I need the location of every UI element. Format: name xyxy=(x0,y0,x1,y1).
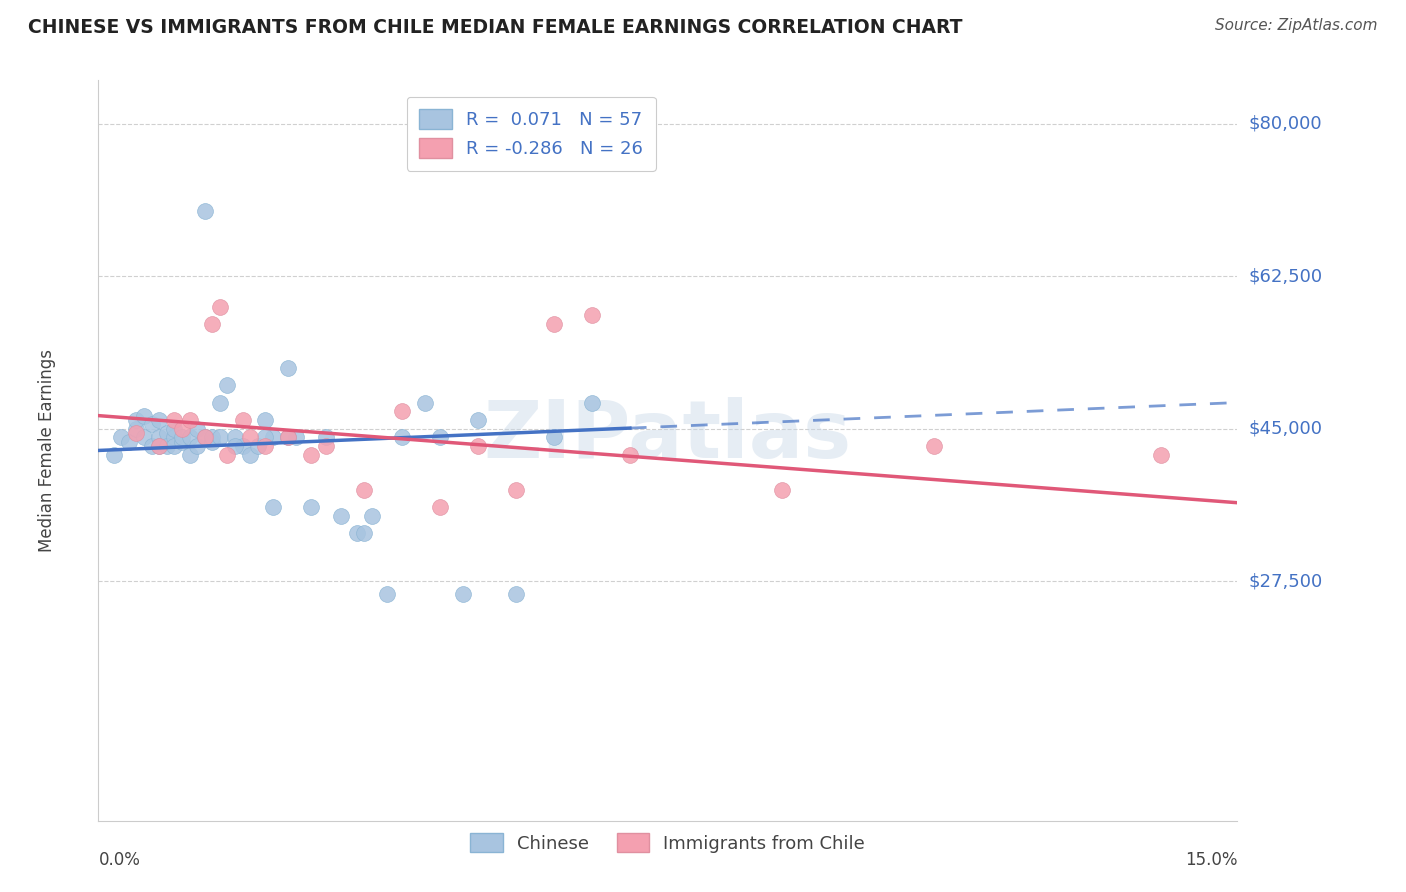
Point xyxy=(208,395,231,409)
Point xyxy=(467,439,489,453)
Point xyxy=(148,413,170,427)
Point xyxy=(118,434,141,449)
Point xyxy=(505,483,527,497)
Point xyxy=(330,508,353,523)
Point xyxy=(254,430,277,444)
Text: $62,500: $62,500 xyxy=(1249,268,1323,285)
Point xyxy=(254,439,277,453)
Point xyxy=(141,439,163,453)
Point xyxy=(179,448,201,462)
Text: ZIPatlas: ZIPatlas xyxy=(484,397,852,475)
Point xyxy=(353,526,375,541)
Point xyxy=(239,430,262,444)
Point xyxy=(467,413,489,427)
Point xyxy=(208,430,231,444)
Point xyxy=(179,413,201,427)
Point xyxy=(1150,448,1173,462)
Point xyxy=(148,430,170,444)
Point xyxy=(391,430,413,444)
Point xyxy=(186,439,208,453)
Point xyxy=(179,430,201,444)
Point xyxy=(239,448,262,462)
Text: Median Female Earnings: Median Female Earnings xyxy=(38,349,56,552)
Point xyxy=(217,378,239,392)
Point xyxy=(156,425,179,440)
Point xyxy=(262,430,284,444)
Point xyxy=(232,413,254,427)
Point xyxy=(451,587,474,601)
Point xyxy=(125,422,148,436)
Point xyxy=(194,203,217,218)
Point xyxy=(581,309,603,323)
Point xyxy=(163,439,186,453)
Point xyxy=(246,439,269,453)
Point xyxy=(208,300,231,314)
Text: $80,000: $80,000 xyxy=(1249,115,1322,133)
Point xyxy=(581,395,603,409)
Point xyxy=(505,587,527,601)
Point xyxy=(156,439,179,453)
Point xyxy=(315,430,337,444)
Point xyxy=(103,448,125,462)
Point xyxy=(163,413,186,427)
Point xyxy=(201,434,224,449)
Point xyxy=(163,422,186,436)
Point xyxy=(148,439,170,453)
Point xyxy=(360,508,382,523)
Point xyxy=(224,439,246,453)
Point xyxy=(429,500,451,514)
Point xyxy=(217,448,239,462)
Point xyxy=(224,430,246,444)
Point xyxy=(277,360,299,375)
Point xyxy=(170,430,193,444)
Point xyxy=(141,417,163,432)
Point xyxy=(299,448,322,462)
Legend: Chinese, Immigrants from Chile: Chinese, Immigrants from Chile xyxy=(463,825,873,860)
Point xyxy=(194,430,217,444)
Point xyxy=(543,317,565,331)
Text: $45,000: $45,000 xyxy=(1249,419,1323,438)
Point xyxy=(232,439,254,453)
Point xyxy=(277,430,299,444)
Point xyxy=(110,430,132,444)
Point xyxy=(125,413,148,427)
Point xyxy=(148,439,170,453)
Text: $27,500: $27,500 xyxy=(1249,572,1323,591)
Point xyxy=(770,483,793,497)
Point xyxy=(201,430,224,444)
Point xyxy=(201,317,224,331)
Point xyxy=(277,430,299,444)
Point xyxy=(170,434,193,449)
Point xyxy=(346,526,368,541)
Point xyxy=(194,430,217,444)
Point xyxy=(170,422,193,436)
Point xyxy=(391,404,413,418)
Point xyxy=(375,587,398,601)
Point xyxy=(132,430,155,444)
Point xyxy=(315,439,337,453)
Point xyxy=(429,430,451,444)
Point xyxy=(299,500,322,514)
Point xyxy=(163,430,186,444)
Point xyxy=(125,425,148,440)
Point xyxy=(543,430,565,444)
Text: 15.0%: 15.0% xyxy=(1185,851,1237,869)
Text: Source: ZipAtlas.com: Source: ZipAtlas.com xyxy=(1215,18,1378,33)
Point xyxy=(262,500,284,514)
Text: CHINESE VS IMMIGRANTS FROM CHILE MEDIAN FEMALE EARNINGS CORRELATION CHART: CHINESE VS IMMIGRANTS FROM CHILE MEDIAN … xyxy=(28,18,963,37)
Point xyxy=(619,448,641,462)
Point xyxy=(922,439,945,453)
Point xyxy=(186,422,208,436)
Point xyxy=(132,409,155,423)
Text: 0.0%: 0.0% xyxy=(98,851,141,869)
Point xyxy=(254,413,277,427)
Point xyxy=(284,430,307,444)
Point xyxy=(353,483,375,497)
Point xyxy=(413,395,436,409)
